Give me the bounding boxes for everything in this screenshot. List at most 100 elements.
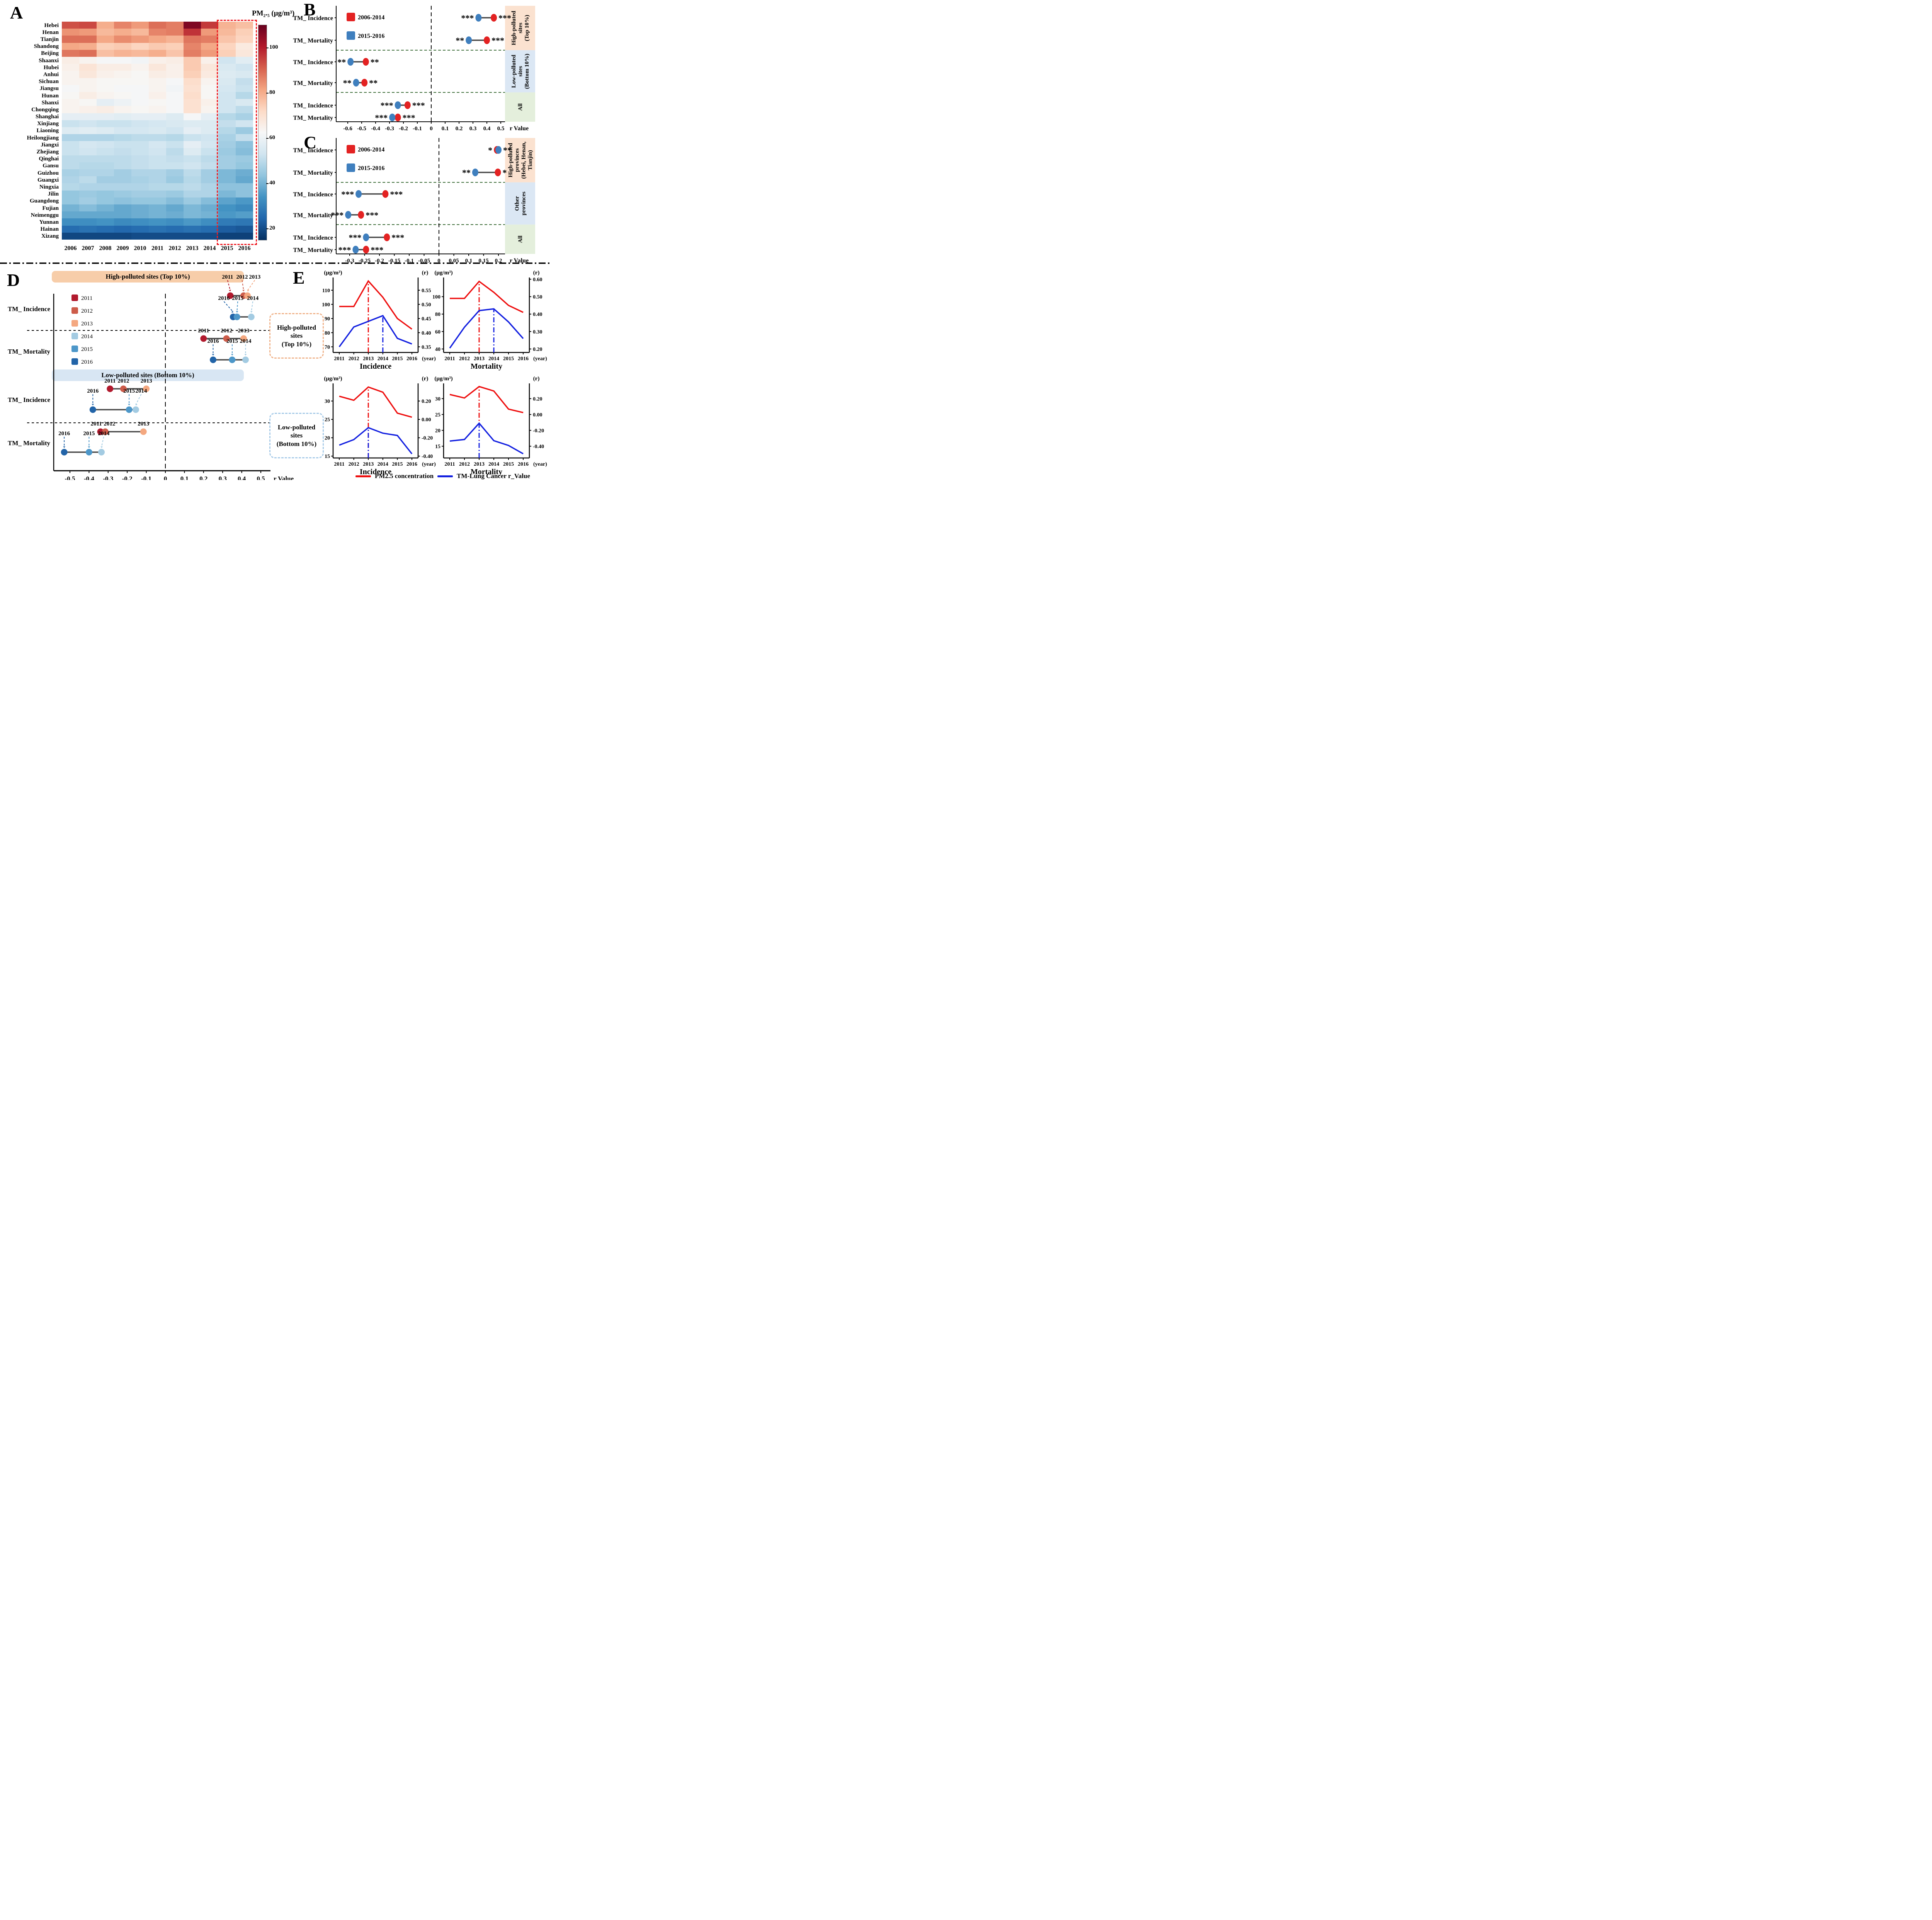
heatmap-cell bbox=[79, 71, 97, 78]
colorbar-tick-label: 60 bbox=[269, 134, 275, 141]
heatmap-cell bbox=[114, 78, 131, 85]
svg-text:TM_ Incidence: TM_ Incidence bbox=[293, 191, 333, 198]
svg-text:***: *** bbox=[349, 233, 361, 242]
heatmap-cell bbox=[97, 127, 114, 134]
svg-text:0.2: 0.2 bbox=[495, 258, 502, 264]
province-label: Henan bbox=[42, 29, 59, 36]
svg-text:2013: 2013 bbox=[363, 356, 374, 362]
heatmap-cell bbox=[97, 169, 114, 177]
heatmap-cell bbox=[131, 232, 149, 240]
svg-text:2016: 2016 bbox=[518, 356, 529, 362]
svg-text:2012: 2012 bbox=[349, 461, 359, 467]
province-label: Jiangsu bbox=[39, 85, 59, 92]
heatmap-cell bbox=[97, 218, 114, 226]
heatmap-cell bbox=[97, 204, 114, 212]
svg-text:2015: 2015 bbox=[226, 338, 238, 344]
svg-text:100: 100 bbox=[432, 294, 440, 300]
heatmap-cell bbox=[97, 106, 114, 113]
heatmap-cell bbox=[218, 155, 236, 162]
svg-text:0.35: 0.35 bbox=[422, 344, 431, 350]
heatmap-cell bbox=[79, 106, 97, 113]
heatmap-cell bbox=[114, 64, 131, 71]
heatmap-cell bbox=[62, 225, 79, 233]
svg-text:30: 30 bbox=[435, 396, 440, 402]
province-label: Heilongjiang bbox=[27, 134, 59, 141]
heatmap-cell bbox=[218, 56, 236, 64]
heatmap-cell bbox=[166, 197, 184, 205]
heatmap-cell bbox=[62, 99, 79, 106]
heatmap-cell bbox=[97, 134, 114, 141]
heatmap-cell bbox=[79, 176, 97, 184]
heatmap-cell bbox=[201, 36, 218, 43]
low-polluted-sites-box: Low-polluted sites (Bottom 10%) bbox=[269, 413, 324, 458]
svg-text:2013: 2013 bbox=[138, 421, 149, 427]
svg-text:2014: 2014 bbox=[247, 295, 259, 301]
heatmap-cell bbox=[62, 218, 79, 226]
heatmap-cell bbox=[79, 36, 97, 43]
svg-text:2015: 2015 bbox=[503, 356, 514, 362]
heatmap-cell bbox=[97, 183, 114, 191]
heatmap-cell bbox=[131, 155, 149, 162]
heatmap-cell bbox=[149, 106, 166, 113]
heatmap-cell bbox=[114, 134, 131, 141]
province-label: Jilin bbox=[48, 191, 59, 197]
heatmap-cell bbox=[149, 218, 166, 226]
svg-text:2011: 2011 bbox=[334, 356, 344, 362]
svg-text:0.5: 0.5 bbox=[497, 126, 505, 132]
svg-text:**: ** bbox=[371, 57, 379, 67]
svg-text:TM_ Mortality: TM_ Mortality bbox=[8, 348, 50, 355]
heatmap-cell bbox=[79, 183, 97, 191]
svg-text:0.30: 0.30 bbox=[533, 329, 543, 335]
heatmap-cell bbox=[149, 127, 166, 134]
svg-text:TM_ Mortality: TM_ Mortality bbox=[293, 212, 333, 219]
heatmap-cell bbox=[62, 64, 79, 71]
heatmap-cell bbox=[97, 176, 114, 184]
heatmap-cell bbox=[201, 176, 218, 184]
heatmap-cell bbox=[62, 85, 79, 92]
heatmap-cell bbox=[166, 127, 184, 134]
heatmap-cell bbox=[62, 22, 79, 29]
heatmap-cell bbox=[79, 22, 97, 29]
heatmap-cell bbox=[201, 64, 218, 71]
svg-text:20: 20 bbox=[325, 436, 330, 441]
heatmap-cell bbox=[62, 92, 79, 99]
heatmap-cell bbox=[149, 190, 166, 197]
heatmap-cell bbox=[201, 134, 218, 141]
heatmap-cell bbox=[62, 176, 79, 184]
heatmap-cell bbox=[166, 113, 184, 120]
heatmap-cell bbox=[114, 183, 131, 191]
heatmap-cell bbox=[201, 211, 218, 219]
heatmap-cell bbox=[166, 56, 184, 64]
svg-text:2015: 2015 bbox=[392, 461, 403, 467]
heatmap-cell bbox=[97, 141, 114, 148]
pm25-heatmap bbox=[62, 22, 253, 240]
heatmap-cell bbox=[149, 43, 166, 50]
svg-text:20: 20 bbox=[435, 428, 440, 434]
svg-text:2014: 2014 bbox=[98, 431, 110, 437]
heatmap-cell bbox=[201, 56, 218, 64]
svg-text:0.20: 0.20 bbox=[422, 399, 431, 405]
heatmap-cell bbox=[149, 162, 166, 170]
svg-text:***: *** bbox=[375, 113, 388, 123]
svg-text:(Bottom 10%): (Bottom 10%) bbox=[524, 54, 530, 89]
heatmap-cell bbox=[236, 71, 253, 78]
svg-text:2012: 2012 bbox=[349, 356, 359, 362]
svg-text:2012: 2012 bbox=[221, 328, 232, 334]
heatmap-cell bbox=[62, 162, 79, 170]
heatmap-cell bbox=[236, 85, 253, 92]
heatmap-cell bbox=[149, 22, 166, 29]
heatmap-cell bbox=[79, 162, 97, 170]
heatmap-cell bbox=[97, 225, 114, 233]
heatmap-cell bbox=[79, 218, 97, 226]
heatmap-cell bbox=[97, 197, 114, 205]
heatmap-cell bbox=[79, 232, 97, 240]
heatmap-cell bbox=[236, 183, 253, 191]
heatmap-cell bbox=[97, 190, 114, 197]
heatmap-cell bbox=[149, 155, 166, 162]
heatmap-cell bbox=[97, 92, 114, 99]
highlight-2015-2016-box bbox=[217, 20, 257, 245]
heatmap-cell bbox=[184, 85, 201, 92]
svg-text:0: 0 bbox=[164, 475, 167, 480]
province-label: Shandong bbox=[34, 43, 59, 50]
heatmap-cell bbox=[79, 99, 97, 106]
